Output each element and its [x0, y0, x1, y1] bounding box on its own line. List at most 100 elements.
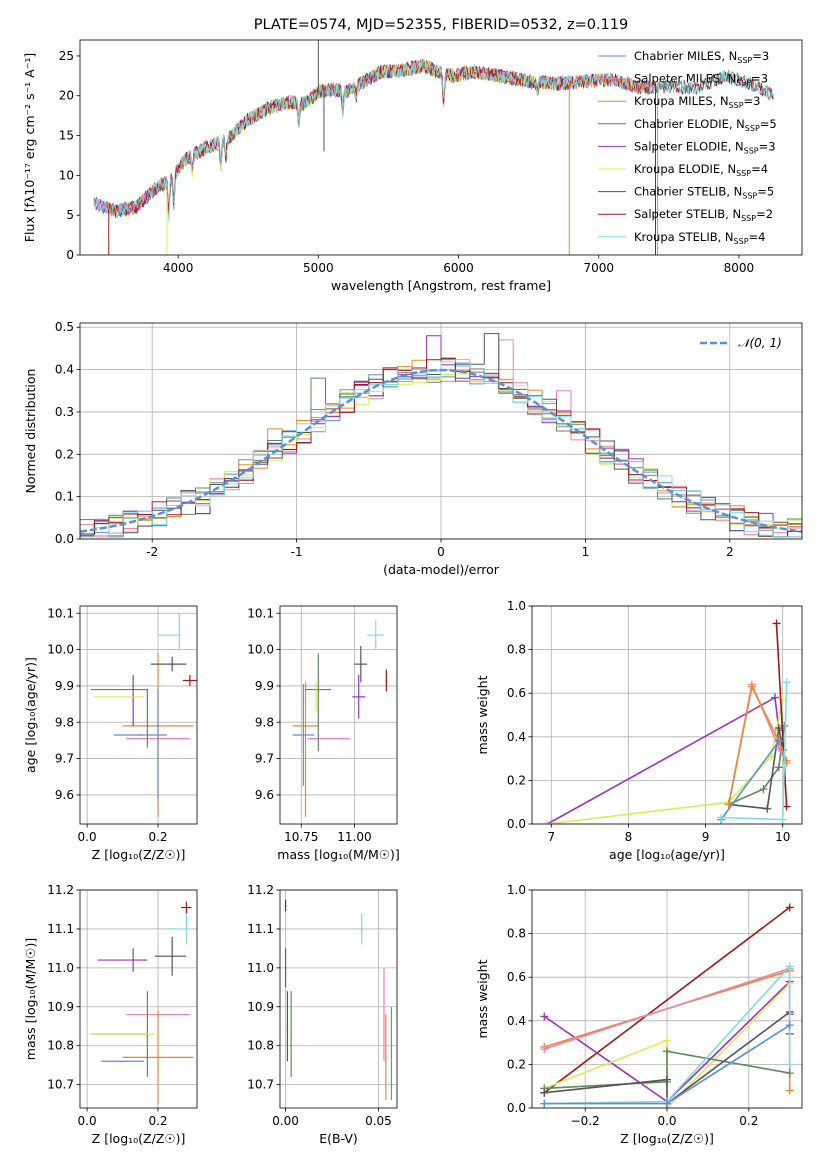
data-point-salp_elodie [132, 959, 134, 961]
y-tick-label: 10.7 [247, 1078, 274, 1092]
legend-entry-n: =3 [744, 94, 761, 108]
x-axis-label: mass [log₁₀(M/M☉)] [277, 847, 399, 862]
y-tick-label: 0.6 [507, 970, 526, 984]
x-tick-label: 10 [775, 830, 790, 844]
x-tick-label: 8000 [724, 261, 755, 275]
normal-reference-curve [80, 368, 802, 533]
data-point-chab_elodie [317, 688, 320, 691]
chart-age_vs_mass: 10.75 11.00 9.6 9.7 9.8 9.9 10.0 10.1 mass [log₁… [247, 605, 400, 862]
plot-area-massweight_vs_age [543, 619, 791, 824]
legend-entry-sub: SSP [736, 169, 751, 178]
y-tick-label: 11.1 [247, 922, 274, 936]
chart-residuals: -2 -1 0 1 2 0.0 0.1 0.2 0.3 0.4 0.5 (data-model)/er… [23, 320, 803, 577]
weight-marker-krou_elodie [663, 1036, 671, 1045]
y-tick-label: 5 [66, 208, 74, 222]
weight-line-chab_stelib [728, 727, 784, 810]
y-tick-label: 10.1 [47, 606, 74, 620]
y-tick-label: 0.0 [507, 817, 526, 831]
y-tick-label: 0.1 [55, 490, 74, 504]
spectrum-line-krou_stelib [93, 59, 775, 222]
x-tick-label: 9 [702, 830, 710, 844]
weight-line-krou_miles [727, 684, 788, 805]
weight-marker-chab_elodie [759, 785, 768, 794]
y-tick-label: 0.4 [507, 730, 526, 744]
weight-marker-chab_elodie [663, 1047, 671, 1056]
x-tick-label: 7000 [583, 261, 614, 275]
chart-mass_vs_ebv: 0.00 0.05 10.7 10.8 10.9 11.0 11.1 11.2 E(B-V) [247, 883, 398, 1146]
data-point-chab_stelib [286, 1025, 289, 1028]
y-tick-label: 10.1 [247, 606, 274, 620]
legend-entry: Kroupa STELIB, NSSP=4 [634, 230, 765, 246]
legend-entry-n: =3 [759, 139, 776, 153]
axes-frame [279, 605, 398, 825]
weight-marker-chab_stelib [540, 1088, 549, 1097]
weight-line-salp_miles [544, 967, 790, 1050]
plot-area-massweight_vs_Z [540, 903, 794, 1108]
x-tick-label: 0.2 [739, 1114, 758, 1128]
legend-entry-sub: SSP [742, 192, 757, 201]
legend-entry: Chabrier MILES, NSSP=3 [634, 49, 769, 65]
y-tick-label: 0.2 [507, 773, 526, 787]
legend: 𝒩(0, 1) [700, 336, 782, 350]
y-tick-label: 10.9 [47, 1000, 74, 1014]
y-tick-label: 0.0 [507, 1101, 526, 1115]
y-tick-label: 11.0 [247, 961, 274, 975]
legend-entry: 𝒩(0, 1) [738, 336, 782, 350]
legend-entry-n: =5 [760, 117, 777, 131]
y-tick-label: 9.7 [255, 752, 274, 766]
weight-marker-krou_miles [785, 1086, 794, 1095]
y-tick-label: 1.0 [507, 883, 526, 897]
x-axis-label: Z [log₁₀(Z/Z☉)] [92, 847, 186, 862]
y-tick-label: 11.2 [247, 883, 274, 897]
y-tick-label: 10.0 [247, 643, 274, 657]
axes-frame [79, 889, 198, 1109]
y-tick-label: 9.9 [55, 679, 74, 693]
chart-mass_vs_Z: 0.0 0.2 10.7 10.8 10.9 11.0 11.1 11.2 Z [log₁₀(Z… [23, 883, 198, 1146]
weight-marker-krou_stelib [782, 678, 791, 687]
legend-entry-name: Chabrier ELODIE, N [634, 117, 745, 131]
y-axis-label: mass [log₁₀(M/M☉)] [23, 938, 38, 1060]
plot-area-residuals [80, 333, 802, 539]
legend-entry-sub: SSP [744, 146, 759, 155]
legend-entry-n: =4 [749, 230, 766, 244]
plot-area-mass_vs_Z [90, 901, 194, 1105]
y-tick-label: 0.4 [507, 1014, 526, 1028]
legend-entry-name: Salpeter STELIB, N [634, 207, 741, 221]
x-axis-label: E(B-V) [319, 1131, 358, 1146]
legend-entry: Salpeter STELIB, NSSP=2 [634, 207, 773, 223]
y-tick-label: 9.8 [55, 715, 74, 729]
figure-root: 4000 5000 6000 7000 80000510152025wavelength… [22, 17, 803, 1146]
y-tick-label: 11.0 [47, 961, 74, 975]
chart-spectrum: 4000 5000 6000 7000 8000 0 5 10 15 20 25 wavelength… [22, 17, 803, 293]
x-tick-label: 0.0 [78, 830, 97, 844]
axes-frame [531, 889, 803, 1109]
grid-age_vs_mass [280, 606, 397, 824]
weight-marker-chab_miles [540, 1099, 549, 1108]
x-tick-label: 0 [437, 545, 445, 559]
legend: Chabrier MILES, NSSP=3 Salpeter MILES, N S… [598, 49, 777, 246]
data-point-krou_stelib [178, 634, 181, 636]
legend-entry-name: Kroupa ELODIE, N [634, 162, 736, 176]
chart-age_vs_Z: 0.0 0.2 9.6 9.7 9.8 9.9 10.0 10.1 Z [log₁₀(Z/Z☉)… [23, 605, 198, 862]
legend-entry-n: =4 [751, 162, 768, 176]
legend-entry-n: =3 [752, 49, 769, 63]
axes-frame [531, 605, 803, 825]
y-axis-label: age [log₁₀(age/yr)] [23, 657, 38, 773]
y-tick-label: 9.9 [255, 679, 274, 693]
weight-marker-chab_miles [785, 1021, 794, 1030]
weight-line-chab_elodie [544, 1050, 790, 1090]
data-point-krou_stelib [185, 928, 188, 930]
legend-entry-sub: SSP [734, 237, 749, 246]
x-tick-label: 0.0 [657, 1114, 676, 1128]
data-point-salp_elodie [357, 696, 360, 698]
legend-entry-name: Salpeter MILES, N [634, 72, 736, 86]
data-point-krou_elodie [111, 696, 113, 698]
weight-marker-chab_elodie [774, 763, 783, 772]
weight-marker-krou_stelib [778, 815, 787, 824]
data-point-salp_stelib [385, 679, 388, 682]
weight-marker-salp_miles [540, 1045, 549, 1054]
y-tick-label: 0.4 [55, 363, 74, 377]
x-axis-label: Z [log₁₀(Z/Z☉)] [620, 1131, 714, 1146]
x-tick-label: 8 [625, 830, 633, 844]
